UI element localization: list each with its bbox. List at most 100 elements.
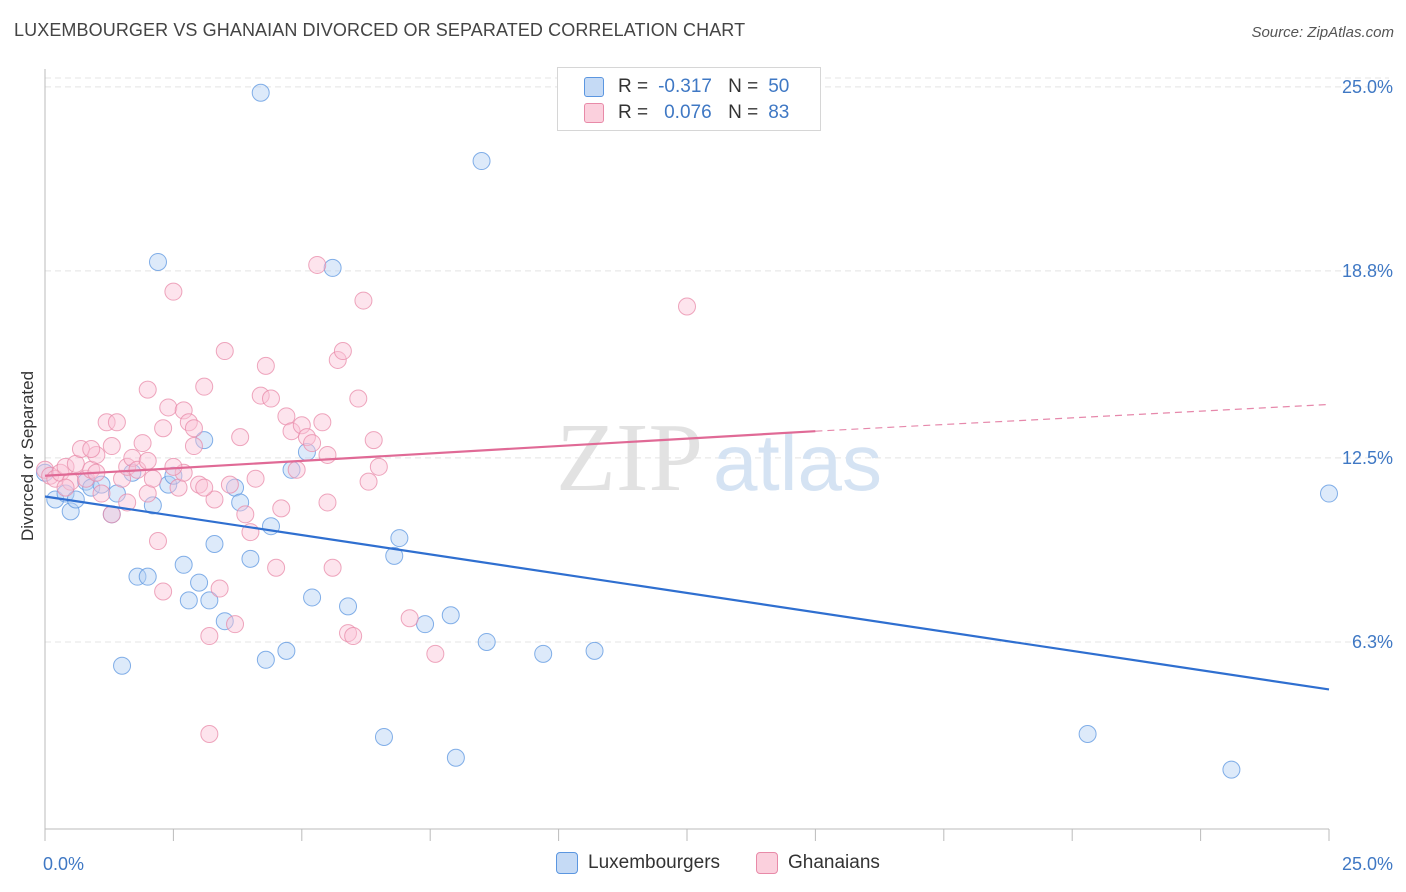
- source-credit: Source: ZipAtlas.com: [1251, 24, 1394, 41]
- ghanaians-point: [190, 475, 209, 494]
- ghanaians-point: [159, 398, 178, 417]
- ghanaians-point: [97, 413, 116, 432]
- ghanaians-point: [184, 437, 203, 456]
- luxembourgers-point: [277, 641, 296, 660]
- ghanaians-point: [174, 401, 193, 420]
- legend-row-ghanaians: R = 0.076 N = 83: [584, 102, 789, 124]
- ghanaians-point: [87, 445, 106, 464]
- luxembourgers-point: [128, 567, 147, 586]
- ghanaians-point: [313, 413, 332, 432]
- luxembourgers-point: [159, 475, 178, 494]
- luxembourgers-point: [148, 252, 167, 271]
- ghanaians-point: [282, 422, 301, 441]
- luxembourgers-point: [303, 588, 322, 607]
- luxembourgers-point: [195, 431, 214, 450]
- ghanaians-point: [256, 356, 275, 375]
- ghanaians-point: [328, 350, 347, 369]
- luxembourgers-point: [215, 612, 234, 631]
- ghanaians-point: [143, 469, 162, 488]
- y-tick-label: 12.5%: [1342, 448, 1393, 468]
- luxembourgers-point: [113, 656, 132, 675]
- legend-swatch-luxembourgers: [556, 852, 578, 874]
- ghanaians-point: [56, 478, 75, 497]
- y-axis-label: Divorced or Separated: [18, 371, 37, 541]
- ghanaians-point: [364, 431, 383, 450]
- tick-labels: 6.3% 12.5% 18.8% 25.0% 0.0% 25.0%: [43, 77, 1393, 874]
- luxembourgers-point: [477, 632, 496, 651]
- luxembourgers-point: [374, 727, 393, 746]
- ghanaians-point: [292, 416, 311, 435]
- legend-label-luxembourgers: Luxembourgers: [588, 852, 721, 873]
- ghanaians-point: [118, 493, 137, 512]
- correlation-legend: R = -0.317 N = 50 R = 0.076 N = 83: [557, 67, 821, 131]
- ghanaians-point: [246, 469, 265, 488]
- legend-swatch-ghanaians: [756, 852, 778, 874]
- ghanaians-point: [426, 644, 445, 663]
- ghanaians-point: [349, 389, 368, 408]
- ghanaians-point: [354, 291, 373, 310]
- luxembourgers-point: [446, 748, 465, 767]
- ghanaians-point: [251, 386, 270, 405]
- ghanaians-point: [164, 282, 183, 301]
- legend-item-luxembourgers: Luxembourgers: [556, 852, 720, 874]
- luxembourgers-point: [143, 496, 162, 515]
- luxembourgers-point: [231, 493, 250, 512]
- luxembourgers-point: [200, 591, 219, 610]
- luxembourgers-point: [472, 152, 491, 171]
- luxembourgers-point: [56, 484, 75, 503]
- luxembourgers-point: [1078, 725, 1097, 743]
- ghanaians-point: [154, 582, 173, 601]
- legend-n-value: 83: [768, 102, 790, 123]
- luxembourgers-point: [385, 546, 404, 565]
- ghanaians-point: [308, 255, 327, 274]
- luxembourgers-point: [174, 555, 193, 574]
- ghanaians-point: [123, 448, 142, 467]
- legend-row-luxembourgers: R = -0.317 N = 50: [584, 76, 789, 98]
- ghanaians-point: [400, 609, 419, 628]
- ghanaians-point: [318, 445, 337, 464]
- ghanaians-point: [148, 532, 167, 551]
- ghanaians-point: [287, 460, 306, 479]
- luxembourgers-point: [585, 641, 604, 660]
- ghanaians-point: [179, 413, 198, 432]
- ghanaians-point: [226, 615, 245, 634]
- legend-n-value: 50: [768, 76, 790, 97]
- series-legend: Luxembourgers Ghanaians: [0, 852, 1406, 878]
- ghanaians-point: [195, 478, 214, 497]
- ghanaians-point: [138, 380, 157, 399]
- luxembourgers-point: [123, 463, 142, 482]
- ghanaians-point: [261, 389, 280, 408]
- ghanaians-point: [92, 484, 111, 503]
- ghanaians-point: [333, 342, 352, 361]
- ghanaians-point: [359, 472, 378, 491]
- ghanaians-point: [323, 558, 342, 577]
- legend-r-label: R =: [618, 102, 649, 123]
- ghanaians-point: [107, 413, 126, 432]
- ghanaians-point: [184, 419, 203, 438]
- ghanaians-point: [205, 490, 224, 509]
- ghanaians-point: [267, 558, 286, 577]
- ghanaians-point: [138, 451, 157, 470]
- ghanaians-point: [303, 434, 322, 453]
- luxembourgers-point: [534, 644, 553, 663]
- luxembourgers-point: [251, 83, 270, 102]
- luxembourgers-point: [138, 567, 157, 586]
- luxembourgers-point: [190, 573, 209, 592]
- luxembourgers-point: [241, 549, 260, 568]
- luxembourgers-point: [61, 502, 80, 521]
- y-tick-label: 25.0%: [1342, 77, 1393, 97]
- legend-label-ghanaians: Ghanaians: [788, 852, 880, 873]
- legend-n-label: N =: [728, 102, 759, 123]
- luxembourgers-point: [323, 258, 342, 277]
- x-tick-label: 25.0%: [1342, 854, 1393, 874]
- ghanaians-trend-line: [44, 430, 816, 477]
- luxembourgers-point: [179, 591, 198, 610]
- trend-lines: [44, 403, 1330, 691]
- ghanaians-point: [200, 725, 219, 743]
- luxembourgers-point: [256, 650, 275, 669]
- ghanaians-point: [344, 627, 363, 646]
- ghanaians-point: [318, 493, 337, 512]
- luxembourgers-point: [390, 529, 409, 548]
- ghanaians-point: [231, 428, 250, 447]
